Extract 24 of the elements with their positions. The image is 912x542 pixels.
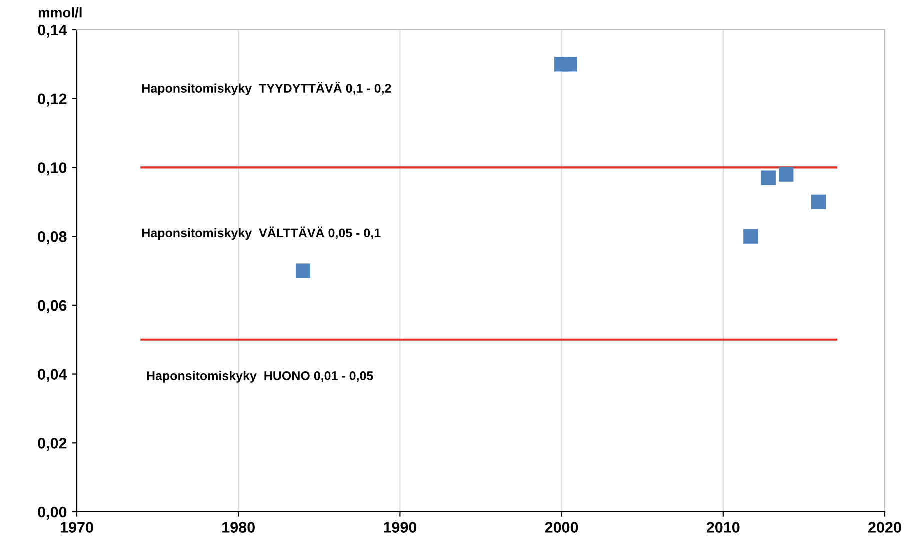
y-tick-label: 0,08 xyxy=(38,231,67,244)
x-tick-label: 1970 xyxy=(60,522,94,533)
y-tick-label: 0,02 xyxy=(38,438,67,452)
point xyxy=(761,170,776,186)
x-tick-label: 1990 xyxy=(384,522,417,533)
point xyxy=(562,57,578,72)
point xyxy=(779,167,794,182)
y-tick-label: 0,04 xyxy=(38,369,68,382)
x-tick-label: 1980 xyxy=(222,522,255,533)
y-tick-label: 0,12 xyxy=(38,94,67,107)
point xyxy=(296,264,311,278)
y-tick-label: 0,06 xyxy=(38,300,67,314)
y-tick-label: 0,10 xyxy=(38,162,67,176)
point xyxy=(744,229,758,244)
y-tick-label: 0,00 xyxy=(38,506,67,520)
point xyxy=(811,194,826,210)
x-tick-label: 2000 xyxy=(545,522,578,533)
x-tick-label: 2010 xyxy=(706,522,740,533)
annotation: Haponsitomiskyky VÄLTTÄVÄ 0,05 - 0,1 xyxy=(142,226,381,240)
y-tick-label: 0,14 xyxy=(38,24,68,38)
x-tick-label: 2020 xyxy=(868,522,902,533)
annotation: Haponsitomiskyky HUONO 0,01 - 0,05 xyxy=(147,371,374,383)
y-axis-title: mmol/l xyxy=(38,8,82,18)
annotation: Haponsitomiskyky TYYDYTTÄVÄ 0,1 - 0,2 xyxy=(142,82,392,96)
